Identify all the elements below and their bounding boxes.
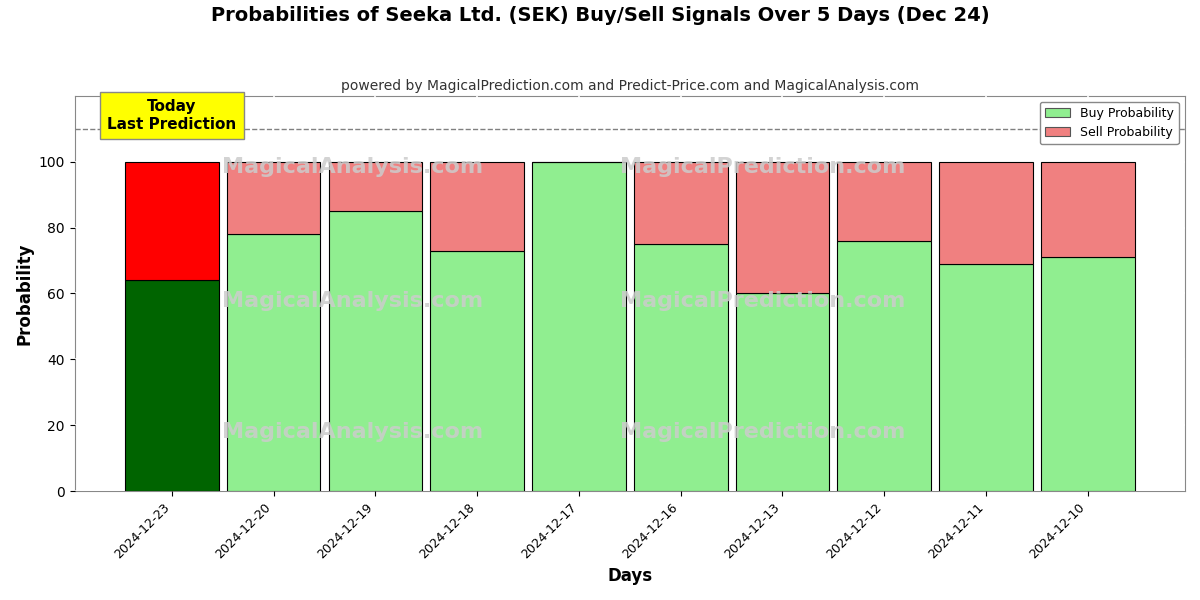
Bar: [634, 161, 727, 244]
Bar: [227, 234, 320, 491]
Bar: [227, 161, 320, 234]
Text: Today
Last Prediction: Today Last Prediction: [107, 99, 236, 131]
Text: MagicalPrediction.com: MagicalPrediction.com: [620, 422, 906, 442]
Legend: Buy Probability, Sell Probability: Buy Probability, Sell Probability: [1040, 102, 1178, 144]
Bar: [838, 161, 931, 241]
X-axis label: Days: Days: [607, 567, 653, 585]
Bar: [940, 264, 1033, 491]
Bar: [125, 280, 218, 491]
Bar: [1040, 257, 1134, 491]
Title: powered by MagicalPrediction.com and Predict-Price.com and MagicalAnalysis.com: powered by MagicalPrediction.com and Pre…: [341, 79, 919, 93]
Text: MagicalPrediction.com: MagicalPrediction.com: [620, 292, 906, 311]
Bar: [736, 293, 829, 491]
Bar: [431, 251, 524, 491]
Bar: [532, 161, 625, 491]
Y-axis label: Probability: Probability: [16, 242, 34, 345]
Text: MagicalPrediction.com: MagicalPrediction.com: [620, 157, 906, 177]
Bar: [838, 241, 931, 491]
Text: Probabilities of Seeka Ltd. (SEK) Buy/Sell Signals Over 5 Days (Dec 24): Probabilities of Seeka Ltd. (SEK) Buy/Se…: [211, 6, 989, 25]
Text: MagicalAnalysis.com: MagicalAnalysis.com: [222, 157, 482, 177]
Bar: [431, 161, 524, 251]
Bar: [1040, 161, 1134, 257]
Bar: [940, 161, 1033, 264]
Bar: [329, 161, 422, 211]
Bar: [634, 244, 727, 491]
Bar: [125, 161, 218, 280]
Text: MagicalAnalysis.com: MagicalAnalysis.com: [222, 292, 482, 311]
Text: MagicalAnalysis.com: MagicalAnalysis.com: [222, 422, 482, 442]
Bar: [736, 161, 829, 293]
Bar: [329, 211, 422, 491]
